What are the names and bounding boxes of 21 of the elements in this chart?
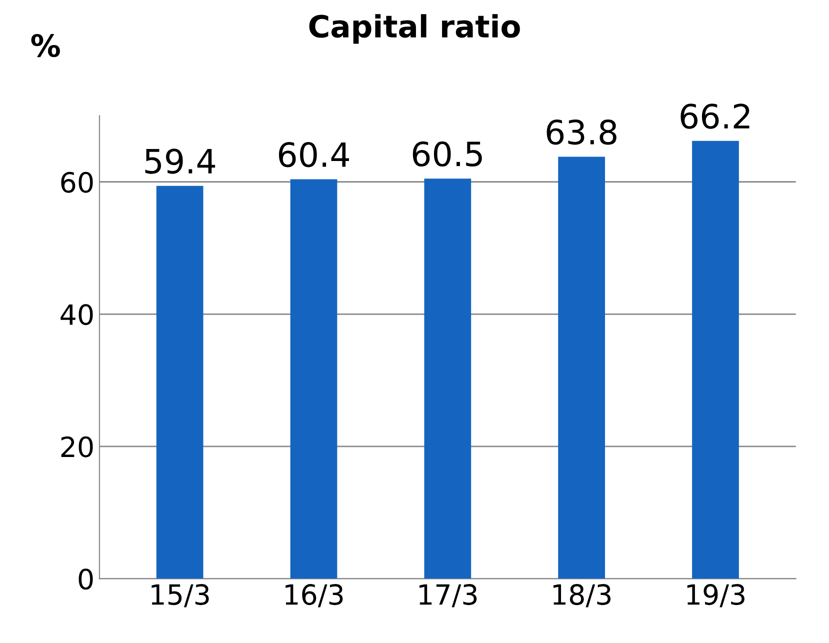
- y-tick-label: 60: [61, 172, 93, 193]
- x-tick-label: 19/3: [687, 584, 744, 608]
- x-tick-label: 15/3: [152, 584, 209, 608]
- bar: [290, 179, 338, 579]
- bar: [558, 156, 606, 579]
- x-tick-label: 17/3: [420, 584, 477, 608]
- data-label: 59.4: [145, 148, 216, 174]
- data-label: 63.8: [546, 120, 616, 145]
- y-tick-label: 20: [61, 436, 93, 458]
- bar: [424, 178, 472, 579]
- data-label: 60.5: [412, 141, 482, 167]
- x-tick-label: 16/3: [286, 584, 343, 608]
- y-tick-label: 0: [78, 568, 93, 590]
- y-tick-label: 40: [60, 304, 93, 326]
- chart-title: Capital ratio: [309, 14, 520, 44]
- data-label: 66.2: [680, 104, 750, 129]
- data-label: 60.4: [278, 142, 349, 168]
- bar: [692, 140, 739, 579]
- x-tick-label: 18/3: [553, 584, 611, 608]
- y-axis-title: %: [31, 34, 60, 58]
- bar: [156, 186, 204, 579]
